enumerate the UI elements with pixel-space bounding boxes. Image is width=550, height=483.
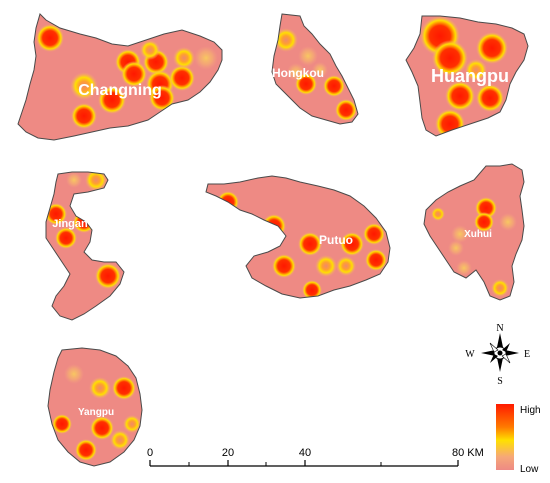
compass-east-label: E bbox=[524, 349, 530, 360]
legend-low-label: Low bbox=[520, 464, 539, 475]
hotspot bbox=[71, 103, 97, 129]
district-label-putuo: Putuo bbox=[319, 233, 353, 247]
hotspots-jingan bbox=[46, 172, 121, 289]
hotspots-changning bbox=[36, 24, 218, 129]
hotspot bbox=[491, 279, 509, 297]
district-huangpu[interactable]: Huangpu bbox=[405, 15, 529, 139]
hotspot bbox=[323, 75, 345, 97]
district-changning-shape bbox=[18, 14, 222, 140]
scale-label-40: 40 bbox=[299, 447, 311, 459]
district-jingan[interactable]: Jingan bbox=[45, 169, 125, 321]
hotspot bbox=[70, 72, 98, 100]
hotspot bbox=[295, 73, 317, 95]
compass-sw-arrow bbox=[490, 354, 498, 363]
district-hongkou-border bbox=[271, 13, 359, 125]
scale-label-20: 20 bbox=[222, 447, 234, 459]
hotspot bbox=[173, 47, 195, 69]
hotspot bbox=[363, 223, 385, 245]
hotspot bbox=[474, 212, 494, 232]
hotspot bbox=[476, 84, 504, 112]
district-putuo-border bbox=[205, 175, 391, 299]
hotspot bbox=[456, 260, 472, 276]
district-jingan-shape bbox=[46, 172, 124, 320]
scale-label-80: 80 KM bbox=[452, 447, 484, 459]
hotspot bbox=[312, 62, 328, 78]
hotspot bbox=[465, 59, 487, 81]
hotspot bbox=[451, 225, 469, 243]
district-yangpu[interactable]: Yangpu bbox=[47, 347, 143, 467]
compass-north-label: N bbox=[496, 323, 503, 334]
scale-bar: 0 20 40 80 KM bbox=[147, 447, 484, 467]
hotspot bbox=[169, 65, 195, 91]
hotspot bbox=[298, 46, 318, 66]
hotspot bbox=[302, 280, 322, 298]
scale-label-0: 0 bbox=[147, 447, 153, 459]
hotspot bbox=[140, 40, 160, 60]
compass-west-label: W bbox=[465, 349, 475, 360]
legend-high-label: High bbox=[520, 405, 541, 416]
hotspot bbox=[121, 61, 147, 87]
hotspot bbox=[85, 172, 107, 191]
hotspot bbox=[499, 213, 517, 231]
district-label-huangpu: Huangpu bbox=[431, 66, 509, 86]
district-hongkou[interactable]: Hongkou bbox=[271, 13, 359, 125]
hotspot bbox=[274, 28, 298, 52]
hotspots-xuhui bbox=[431, 197, 517, 297]
district-jingan-border bbox=[45, 171, 125, 321]
hotspot bbox=[98, 86, 126, 114]
legend-color-ramp bbox=[496, 404, 514, 470]
hotspot bbox=[340, 232, 364, 256]
hotspot bbox=[445, 81, 475, 111]
district-label-jingan: Jingan bbox=[52, 218, 88, 230]
district-putuo[interactable]: Putuo bbox=[205, 175, 391, 300]
hotspot bbox=[52, 414, 72, 434]
hotspot bbox=[431, 207, 445, 221]
hotspots-yangpu bbox=[52, 364, 141, 461]
hotspot bbox=[315, 255, 337, 277]
hotspot bbox=[476, 32, 508, 64]
legend: High Low bbox=[496, 404, 541, 475]
hotspot bbox=[112, 376, 136, 400]
hotspot bbox=[149, 85, 175, 111]
compass-nw-arrow bbox=[489, 342, 499, 353]
hotspot bbox=[46, 203, 67, 225]
hotspot bbox=[110, 430, 130, 450]
district-label-hongkou: Hongkou bbox=[272, 66, 324, 80]
hotspot bbox=[298, 232, 322, 256]
district-yangpu-border bbox=[47, 347, 143, 467]
hotspot bbox=[90, 416, 114, 440]
hotspot bbox=[262, 214, 286, 238]
hotspot bbox=[365, 249, 387, 271]
district-xuhui-shape bbox=[424, 164, 524, 300]
compass-se-arrow bbox=[501, 353, 511, 364]
compass-center-dot bbox=[497, 350, 503, 356]
hotspot bbox=[336, 256, 356, 276]
hotspot bbox=[89, 377, 111, 399]
district-label-xuhui: Xuhui bbox=[464, 229, 492, 240]
hotspot bbox=[55, 227, 77, 249]
hotspot bbox=[335, 99, 357, 121]
district-xuhui-border bbox=[423, 163, 525, 301]
hotspot bbox=[123, 415, 141, 433]
district-xuhui[interactable]: Xuhui bbox=[423, 163, 525, 301]
hotspot bbox=[66, 172, 82, 188]
hotspot bbox=[64, 364, 84, 384]
hotspot bbox=[194, 46, 218, 70]
hotspots-hongkou bbox=[274, 28, 357, 121]
district-label-changning: Changning bbox=[78, 82, 162, 99]
hotspot bbox=[272, 254, 296, 278]
district-label-yangpu: Yangpu bbox=[78, 407, 114, 418]
hotspot bbox=[36, 24, 64, 52]
hotspot bbox=[448, 240, 464, 256]
hotspot bbox=[75, 439, 97, 461]
district-changning-border bbox=[17, 13, 223, 141]
compass-ne-arrow bbox=[502, 343, 510, 352]
compass-south-label: S bbox=[497, 376, 503, 387]
compass-rose: N S W E bbox=[465, 323, 530, 387]
district-huangpu-border bbox=[405, 15, 529, 137]
hotspot bbox=[95, 263, 121, 289]
hotspot bbox=[432, 40, 468, 76]
district-changning[interactable]: Changning bbox=[17, 13, 223, 141]
